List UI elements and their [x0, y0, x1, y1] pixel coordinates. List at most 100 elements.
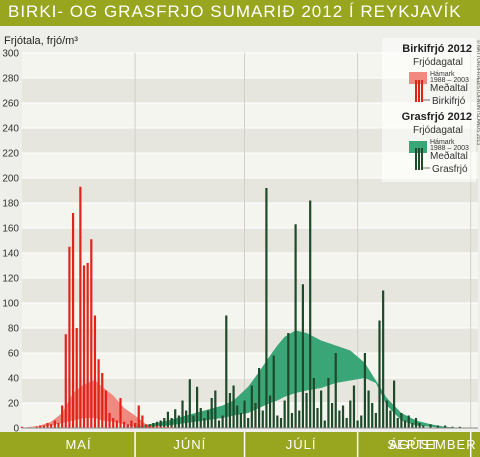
grass-bar: [407, 415, 410, 428]
grid-band: [22, 303, 478, 328]
y-tick-label: 20: [8, 399, 20, 410]
birch-bar: [108, 413, 111, 428]
birch-bar: [64, 334, 67, 428]
birch-bar: [57, 423, 60, 428]
birch-bar: [61, 405, 64, 428]
legend-birch-bar-label: Birkifrjó: [432, 96, 466, 107]
grass-bar: [327, 378, 330, 428]
grass-bar: [403, 420, 407, 428]
month-label: ÁGÚST: [389, 437, 439, 452]
birch-bar: [130, 420, 133, 428]
chart-title: BIRKI- OG GRASFRJO SUMARIÐ 2012 Í REYKJA…: [8, 2, 462, 21]
birch-bar: [123, 421, 126, 428]
y-tick-label: 100: [2, 299, 19, 310]
grass-bar: [349, 400, 352, 428]
grass-bar: [371, 403, 374, 428]
legend-grass-bar-label: Grasfrjó: [432, 164, 468, 175]
birch-bar: [93, 315, 97, 428]
y-tick-label: 140: [2, 249, 19, 260]
grass-bar: [411, 423, 414, 428]
grass-bar: [210, 398, 213, 428]
grass-bar: [400, 413, 403, 428]
grass-bar: [279, 418, 283, 428]
birch-bar: [126, 424, 129, 428]
month-bar: [0, 432, 480, 457]
grass-bar: [155, 421, 159, 428]
grass-bar: [170, 418, 173, 428]
birch-bar: [97, 359, 100, 428]
grass-bar: [363, 353, 367, 428]
grass-bar: [221, 415, 224, 428]
birch-bar: [163, 426, 166, 428]
y-tick-label: 120: [2, 274, 19, 285]
birch-bar: [152, 426, 155, 428]
grass-bar: [458, 426, 461, 428]
grass-bar: [199, 408, 202, 428]
grass-bar: [312, 378, 315, 428]
grass-bar: [378, 320, 381, 428]
grass-bar: [316, 408, 319, 428]
grass-bar: [294, 224, 297, 428]
birch-bar: [90, 239, 93, 428]
legend-box: [382, 38, 476, 182]
birch-bar: [20, 426, 24, 428]
birch-bar: [137, 405, 140, 428]
grass-bar: [305, 393, 308, 428]
legend-grass-swatch-bar: [418, 148, 420, 170]
legend-birch-swatch-bar: [418, 80, 420, 102]
y-axis-label: Frjótala, frjó/m³: [4, 35, 78, 47]
grass-bar: [290, 413, 294, 428]
grass-bar: [243, 400, 246, 428]
grass-bar: [444, 425, 447, 428]
month-label: JÚNÍ: [173, 437, 206, 452]
y-tick-label: 60: [8, 349, 20, 360]
grass-bar: [174, 409, 177, 428]
grass-bar: [338, 410, 341, 428]
grass-bar: [352, 385, 356, 428]
grass-bar: [360, 415, 363, 428]
grass-bar: [385, 400, 388, 428]
legend-grass-swatch-bar: [415, 148, 417, 170]
grass-bar: [254, 403, 257, 428]
legend-birch-subtitle: Frjódagatal: [413, 57, 463, 68]
grass-bar: [451, 426, 454, 428]
grid-band: [22, 328, 478, 353]
grass-bar: [345, 418, 348, 428]
title-bar: BIRKI- OG GRASFRJO SUMARIÐ 2012 Í REYKJA…: [0, 0, 480, 26]
grass-bar: [177, 415, 180, 428]
grass-bar: [159, 420, 162, 428]
grass-bar: [320, 390, 323, 428]
grass-bar: [250, 385, 253, 428]
legend-birch-range-label: 1988 – 2003: [430, 77, 469, 84]
birch-bar: [35, 426, 38, 428]
grass-bar: [196, 386, 199, 428]
grass-bar: [436, 425, 439, 428]
y-tick-label: 180: [2, 199, 19, 210]
grass-bar: [239, 413, 242, 428]
birch-max-band: [22, 380, 157, 428]
grass-bar: [374, 413, 377, 428]
birch-bar: [144, 424, 148, 428]
birch-bar: [86, 263, 89, 428]
birch-bar: [101, 373, 104, 428]
y-tick-label: 200: [2, 174, 19, 185]
grass-bar: [188, 379, 191, 428]
y-tick-label: 40: [8, 374, 20, 385]
birch-bar: [148, 425, 151, 428]
grass-bar: [323, 420, 326, 428]
grass-bar: [258, 368, 261, 428]
grass-bar: [414, 418, 418, 428]
birch-bar: [79, 186, 82, 428]
grass-bar: [214, 390, 217, 428]
y-tick-label: 160: [2, 224, 19, 235]
legend-grass-max-label: Hámark: [430, 139, 455, 146]
grass-bar: [301, 284, 304, 428]
grass-bar: [392, 380, 396, 428]
y-tick-label: 260: [2, 99, 19, 110]
grass-bar: [166, 411, 170, 428]
grass-bar: [265, 188, 268, 428]
birch-bar: [68, 246, 71, 428]
grid-band: [22, 178, 478, 203]
month-label: MAÍ: [65, 437, 91, 452]
grass-bar: [276, 415, 279, 428]
